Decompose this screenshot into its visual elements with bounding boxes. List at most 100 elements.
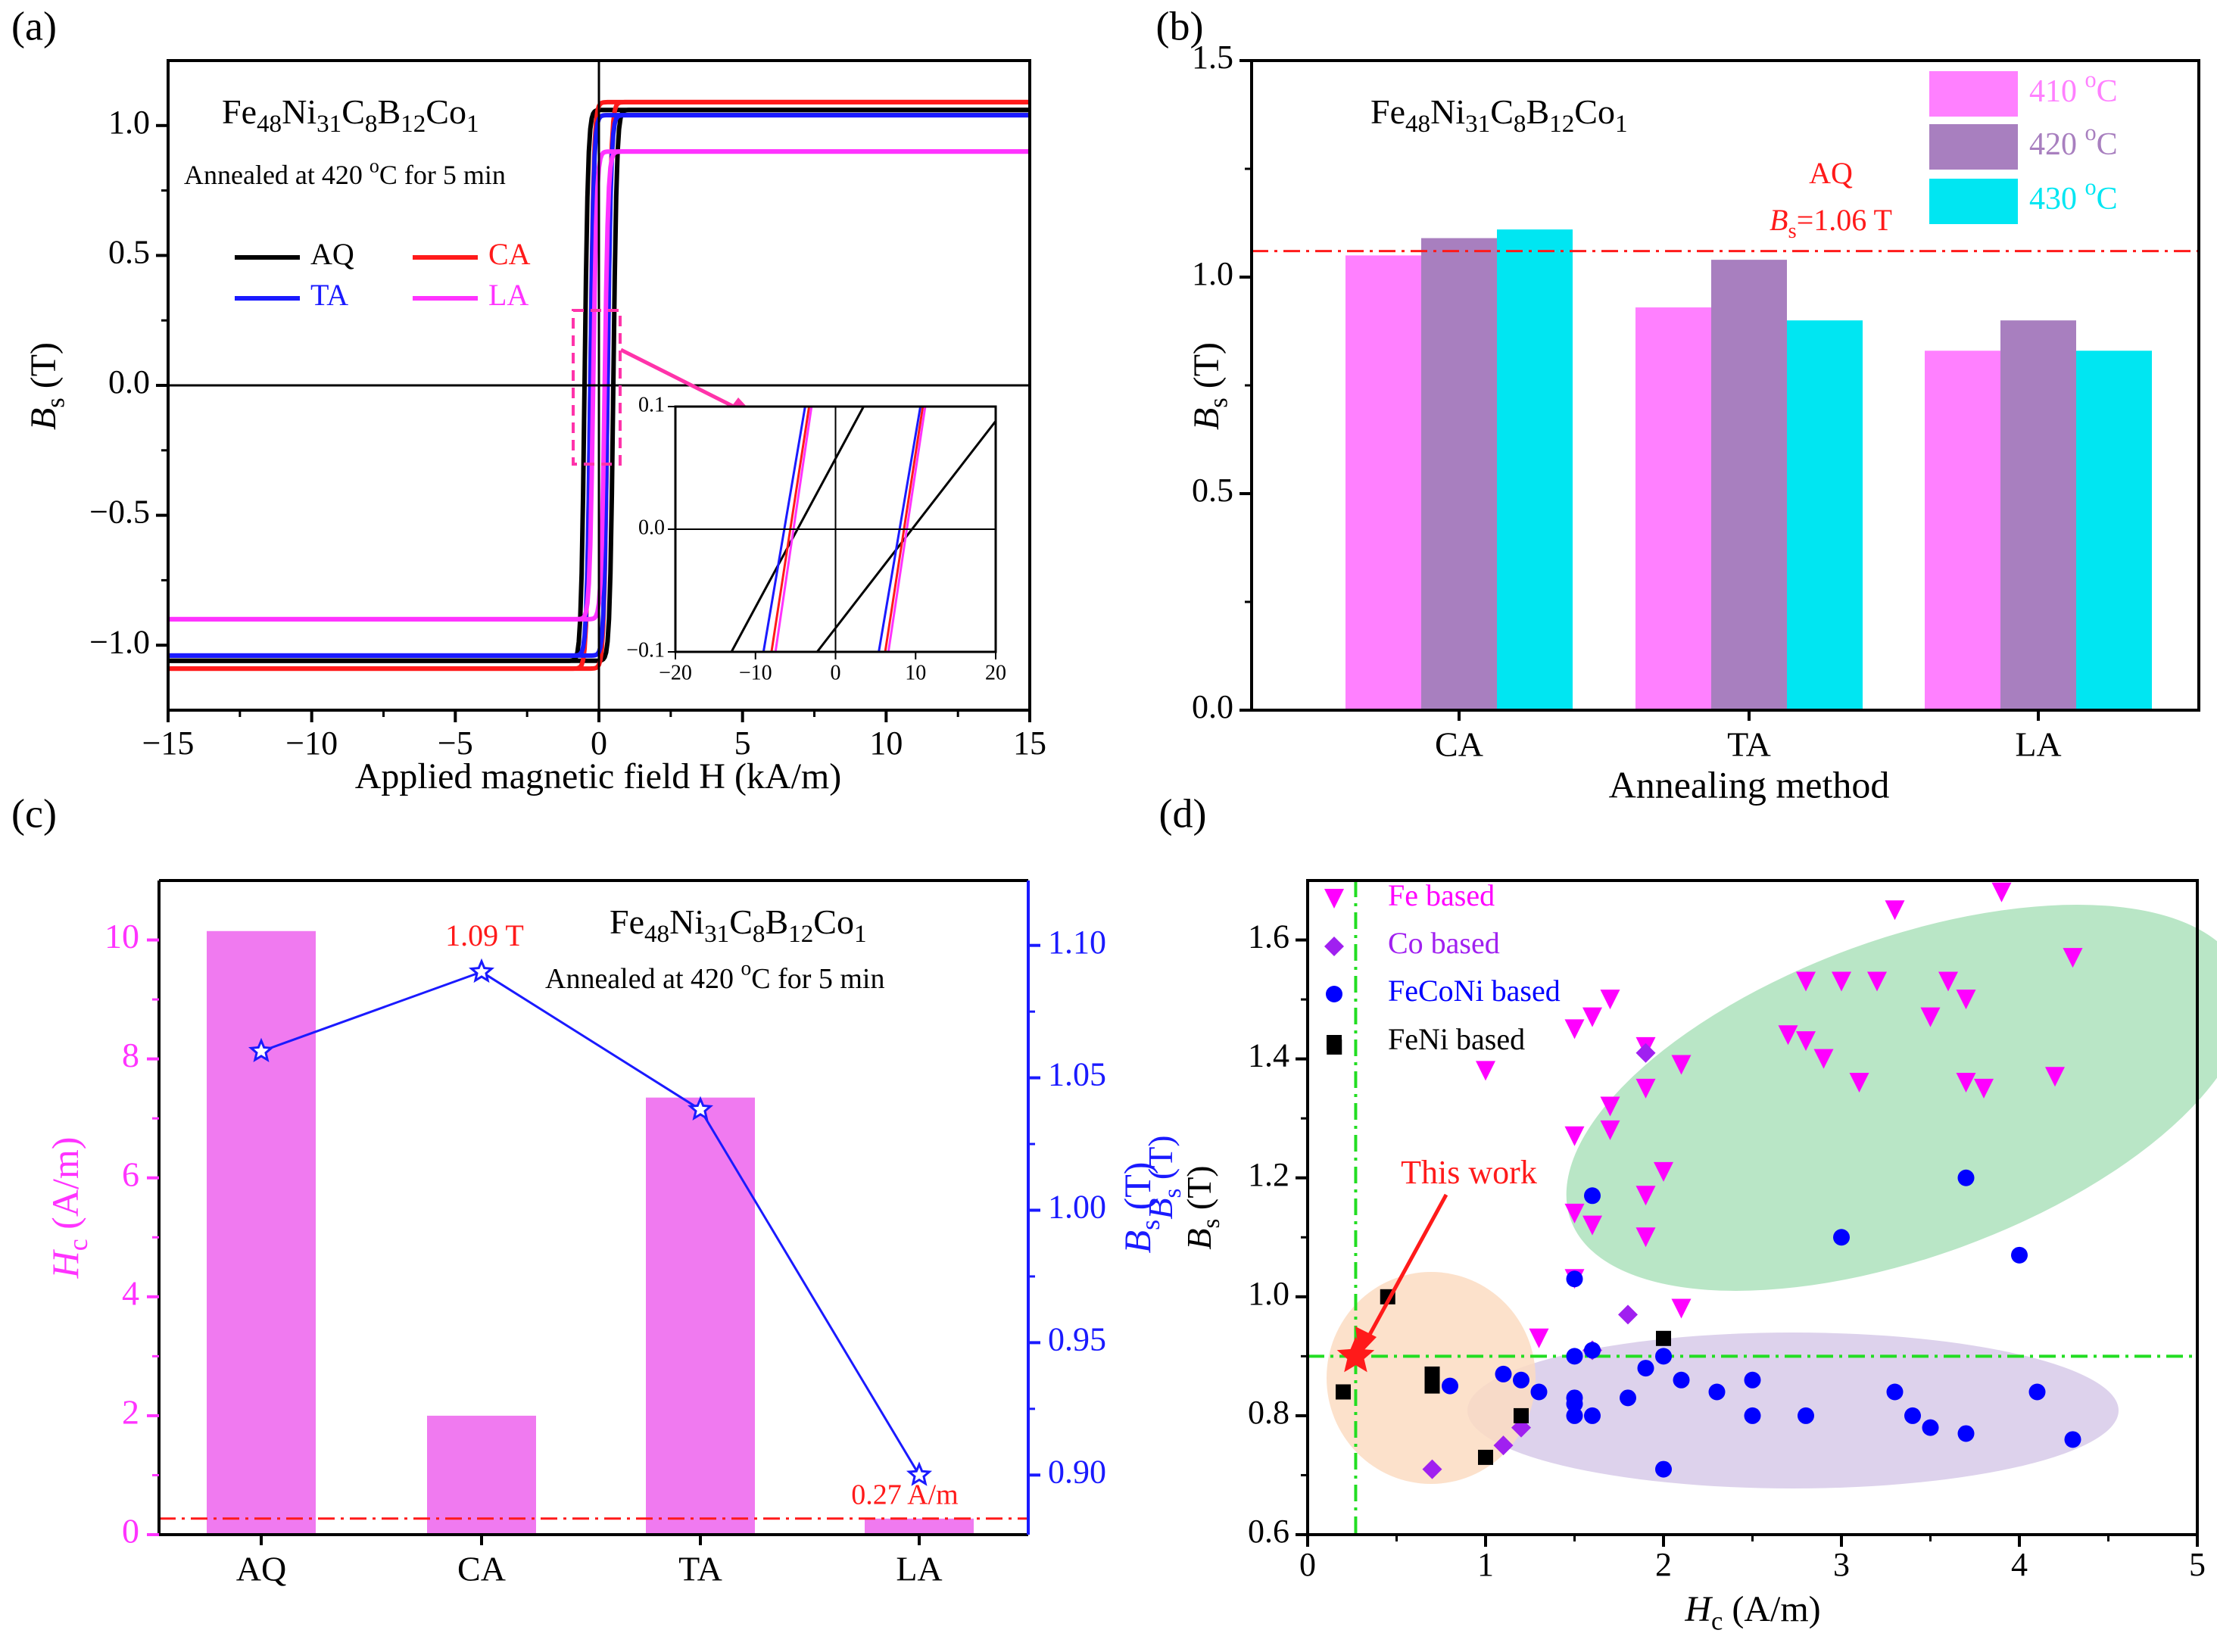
formula-label-c-part-2: Ni: [669, 902, 704, 941]
x-tick-label-c: AQ: [236, 1550, 286, 1588]
x-tick-label-a: 0: [591, 725, 607, 762]
bar-hc-aq: [207, 930, 316, 1535]
y-tick-label-d: 1.4: [1248, 1037, 1289, 1074]
x-tick-label-a: 10: [869, 725, 903, 762]
y-tick-label-right-c: 0.90: [1048, 1453, 1106, 1490]
point-feconi-based: [1957, 1425, 1975, 1442]
point-feconi-based: [1495, 1365, 1512, 1382]
legend-label-ca: CA: [488, 237, 531, 271]
y-tick-label-a: −0.5: [89, 494, 150, 531]
legend-label-b-1: 420 oC: [2029, 120, 2118, 162]
bar-la-430: [2076, 351, 2152, 710]
panel-c: 0 2 4 6 8 10 0.90 0.95 1.00 1.05 1.10 AQ CA TA LA Hc (A…: [11, 790, 1165, 1588]
point-feconi-based: [1584, 1407, 1601, 1424]
formula-label-c-part-5: 8: [753, 919, 766, 947]
x-tick-label-c: CA: [457, 1550, 506, 1588]
y-tick-label-right-c: 1.05: [1048, 1056, 1106, 1093]
annealing-label-c-part-0: Annealed at 420: [545, 963, 741, 995]
panel-label-d: (d): [1159, 790, 1207, 836]
inset-x-tick-label: −20: [659, 661, 692, 684]
y-tick-label-right-c: 1.10: [1048, 924, 1106, 961]
this-work-arrow-line: [1364, 1193, 1448, 1342]
y-tick-label-d: 1.6: [1248, 918, 1289, 955]
point-feconi-based: [1566, 1395, 1583, 1413]
legend-marker-0: [1324, 889, 1344, 909]
point-feconi-based: [1566, 1270, 1583, 1288]
point-feni-based: [1514, 1407, 1529, 1423]
x-tick-label-a: 5: [734, 725, 751, 762]
inset-x-tick-label: 10: [905, 661, 926, 684]
legend-label-b-1-part-1: o: [2085, 120, 2097, 145]
bar-hc-ca: [427, 1415, 536, 1535]
bar-ca-410: [1345, 255, 1421, 710]
legend-label-b-0-part-2: C: [2097, 74, 2118, 109]
formula-label-a-part-2: Ni: [282, 92, 316, 131]
point-feconi-based: [1708, 1383, 1726, 1401]
point-fe-based: [1564, 1203, 1585, 1223]
formula-label-b-part-7: 12: [1549, 109, 1574, 137]
legend-label-b-2-part-0: 430: [2029, 182, 2085, 217]
annealing-label-c-part-1: o: [741, 957, 752, 980]
point-feconi-based: [1513, 1371, 1529, 1389]
point-fe-based: [1956, 1073, 1976, 1093]
point-co-based: [1422, 1459, 1442, 1479]
y-tick-label-d: 0.8: [1248, 1394, 1289, 1431]
this-work-label: This work: [1401, 1154, 1537, 1191]
point-feconi-based: [1886, 1383, 1904, 1401]
point-feconi-based: [2011, 1246, 2028, 1264]
legend-label-d-2: FeCoNi based: [1388, 974, 1561, 1008]
x-tick-label-b: TA: [1727, 725, 1771, 764]
x-tick-label-d: 2: [1655, 1546, 1672, 1583]
region-feconi-based: [1467, 1333, 2119, 1488]
point-feconi-based: [1637, 1360, 1654, 1377]
x-tick-label-a: −5: [438, 725, 473, 762]
legend-label-b-1-part-0: 420: [2029, 127, 2085, 162]
point-feconi-based: [1442, 1377, 1458, 1395]
legend-label-b-0-part-0: 410: [2029, 74, 2085, 109]
formula-label-c-part-7: 12: [788, 919, 813, 947]
point-fe-based: [1635, 1227, 1656, 1248]
y-tick-label-left-c: 8: [122, 1036, 139, 1074]
inset-y-tick-label: −0.1: [626, 638, 665, 662]
point-feconi-based: [1530, 1383, 1548, 1401]
point-fe-based: [1600, 990, 1620, 1010]
x-axis-label-b: Annealing method: [1609, 763, 1890, 806]
x-tick-label-b: CA: [1435, 725, 1483, 764]
point-feni-based: [1656, 1330, 1671, 1346]
reference-label-bs-part-0: B: [1770, 203, 1788, 237]
formula-label-c-part-9: 1: [854, 919, 867, 947]
x-tick-label-b: LA: [2015, 725, 2061, 764]
inset-plot-area: [675, 407, 996, 652]
point-fe-based: [1635, 1186, 1656, 1206]
y-tick-label-d: 0.6: [1248, 1513, 1289, 1550]
y-tick-label-left-c: 4: [122, 1273, 139, 1312]
inset-x-tick-label: 20: [985, 661, 1006, 684]
y-axis-label-ghost-d-part-1: s: [1158, 1189, 1186, 1198]
annealing-label-a-part-0: Annealed at 420: [184, 160, 370, 190]
inset-y-tick-label: 0.0: [638, 516, 665, 539]
y-tick-label-left-c: 10: [104, 917, 139, 955]
bar-la-410: [1925, 351, 2000, 710]
point-feconi-based: [1922, 1419, 1939, 1436]
panel-label-a: (a): [11, 3, 57, 48]
y-axis-label-b-part-2: (T): [1186, 342, 1227, 397]
zoom-box: [572, 309, 622, 466]
point-feconi-based: [1673, 1371, 1690, 1389]
point-fe-based: [1938, 971, 1958, 992]
point-feconi-based: [1655, 1460, 1672, 1478]
bar-ta-410: [1635, 307, 1711, 710]
formula-label-b-part-6: B: [1526, 92, 1549, 131]
point-feni-based: [1478, 1449, 1493, 1465]
legend-label-d-0: Fe based: [1388, 878, 1495, 912]
formula-label-b-part-8: Co: [1574, 92, 1615, 131]
x-tick-label-c: TA: [678, 1550, 722, 1588]
bar-la-420: [2000, 320, 2076, 710]
annealing-label-c-part-2: C for 5 min: [751, 963, 884, 995]
y-axis-label-b-part-1: s: [1204, 397, 1233, 407]
region-fe-based: [1566, 905, 2217, 1291]
x-tick-label-d: 1: [1477, 1546, 1494, 1583]
y-tick-label-d: 1.0: [1248, 1275, 1289, 1312]
point-fe-based: [1867, 971, 1887, 992]
y-tick-label-a: 1.0: [108, 104, 150, 141]
